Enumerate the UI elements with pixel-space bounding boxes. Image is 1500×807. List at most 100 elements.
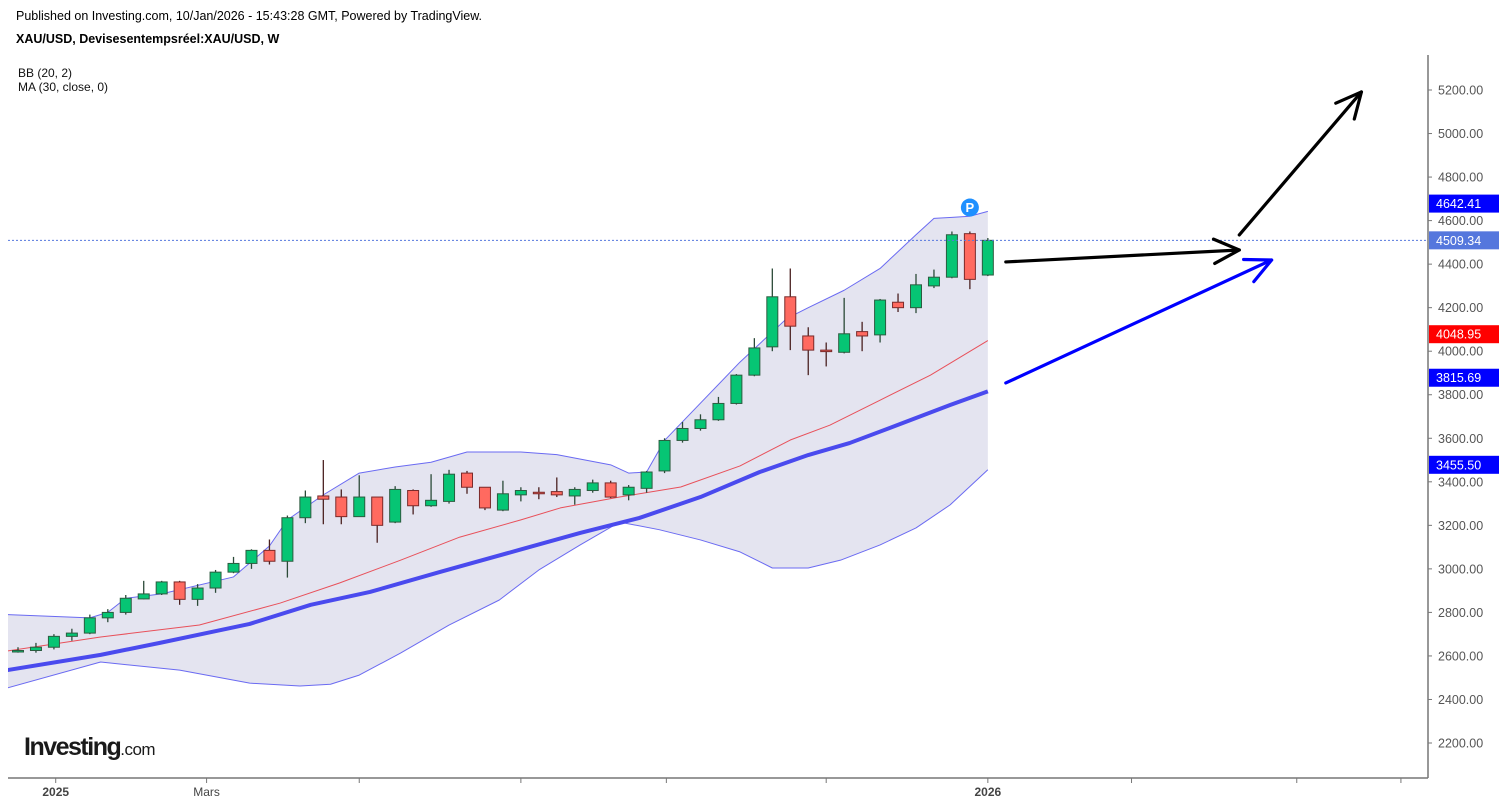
candle <box>838 297 851 354</box>
candle-body <box>425 499 438 507</box>
candle-body <box>137 593 150 600</box>
candle <box>335 489 348 525</box>
candle <box>586 479 599 493</box>
candle-body <box>209 571 222 589</box>
candle-body <box>443 473 456 502</box>
x-tick-label: 2025 <box>42 785 69 799</box>
price-badge-bg <box>1429 231 1499 250</box>
ma30-line <box>8 389 989 672</box>
candle-body <box>353 496 366 518</box>
candle <box>425 474 438 507</box>
arrow-head <box>1334 90 1364 121</box>
y-tick-label: 4600.00 <box>1438 214 1483 228</box>
candle <box>820 342 833 367</box>
candle <box>353 475 366 518</box>
arrow-head <box>1211 237 1241 266</box>
candle-body <box>640 471 653 489</box>
x-tick-label: 2026 <box>974 785 1001 799</box>
candle <box>676 421 689 443</box>
candle-body <box>101 611 114 619</box>
candle-body <box>658 439 671 472</box>
candle <box>371 496 384 543</box>
candle-body <box>191 587 204 600</box>
y-tick-label: 5000.00 <box>1438 127 1483 141</box>
black-arrow-up <box>1237 90 1364 237</box>
y-tick-label: 2200.00 <box>1438 737 1483 751</box>
candle-body <box>514 490 527 496</box>
candle-body <box>478 486 491 509</box>
y-tick-label: 3000.00 <box>1438 562 1483 576</box>
pattern-marker-icon <box>960 198 979 217</box>
candle <box>981 238 994 277</box>
candle <box>604 480 617 499</box>
candle-body <box>371 496 384 526</box>
candle-body <box>407 490 420 507</box>
candle-body <box>65 632 78 637</box>
candle <box>927 269 940 289</box>
candle-body <box>892 301 905 309</box>
candle-body <box>604 482 617 498</box>
candle-body <box>155 581 168 595</box>
candle-body <box>47 635 60 648</box>
candle-body <box>802 335 815 351</box>
candle <box>317 460 330 525</box>
x-tick-label: Mars <box>193 785 220 799</box>
candle <box>191 584 204 606</box>
candle-body <box>496 493 509 511</box>
price-badge-label: 4509.34 <box>1436 234 1481 248</box>
candle-body <box>910 284 922 309</box>
candle <box>12 647 24 653</box>
candle-body <box>281 517 294 562</box>
candle-body <box>694 419 707 429</box>
candle <box>173 580 186 605</box>
price-badge-label: 3455.50 <box>1436 458 1481 472</box>
candle <box>155 580 168 595</box>
indicator-bb-label: BB (20, 2) <box>18 66 73 80</box>
arrow-shaft <box>1004 248 1241 264</box>
candle-body <box>173 581 186 600</box>
candle-body <box>532 491 545 495</box>
candle <box>892 293 905 313</box>
candle <box>802 327 815 376</box>
candle-body <box>389 488 402 523</box>
candle-body <box>83 617 96 634</box>
arrow-head <box>1242 257 1274 284</box>
candle <box>478 486 491 511</box>
candle-body <box>856 331 869 337</box>
candle <box>712 396 725 421</box>
price-badge-bg <box>1429 325 1499 344</box>
candle-body <box>963 233 976 280</box>
candle <box>47 634 60 650</box>
logo-suffix: .com <box>120 740 156 759</box>
candle <box>514 487 527 502</box>
y-tick-label: 3400.00 <box>1438 475 1483 489</box>
arrow-shaft <box>1004 258 1274 385</box>
candle <box>945 231 958 279</box>
price-badge-bg <box>1429 194 1499 213</box>
candle-body <box>245 549 258 564</box>
candle-body <box>927 276 940 287</box>
y-tick-label: 4800.00 <box>1438 171 1483 185</box>
candle-body <box>263 549 276 562</box>
y-tick-label: 3200.00 <box>1438 519 1483 533</box>
candle <box>443 469 456 504</box>
candle <box>83 614 96 635</box>
candle <box>658 438 671 474</box>
candle-body <box>838 333 851 353</box>
candle <box>640 470 653 493</box>
price-badge: 4642.41 <box>1429 194 1499 213</box>
candle <box>550 477 563 498</box>
candle <box>856 321 869 352</box>
candle <box>29 642 42 653</box>
candle-body <box>119 597 132 613</box>
candle-body <box>730 374 743 404</box>
bollinger-band-fill <box>8 211 988 688</box>
candle-body <box>784 296 797 327</box>
candle-body <box>945 234 958 278</box>
candle-body <box>820 349 833 353</box>
candle <box>245 549 258 569</box>
y-tick-label: 3600.00 <box>1438 432 1483 446</box>
candle <box>622 485 635 501</box>
candle-body <box>550 491 563 496</box>
